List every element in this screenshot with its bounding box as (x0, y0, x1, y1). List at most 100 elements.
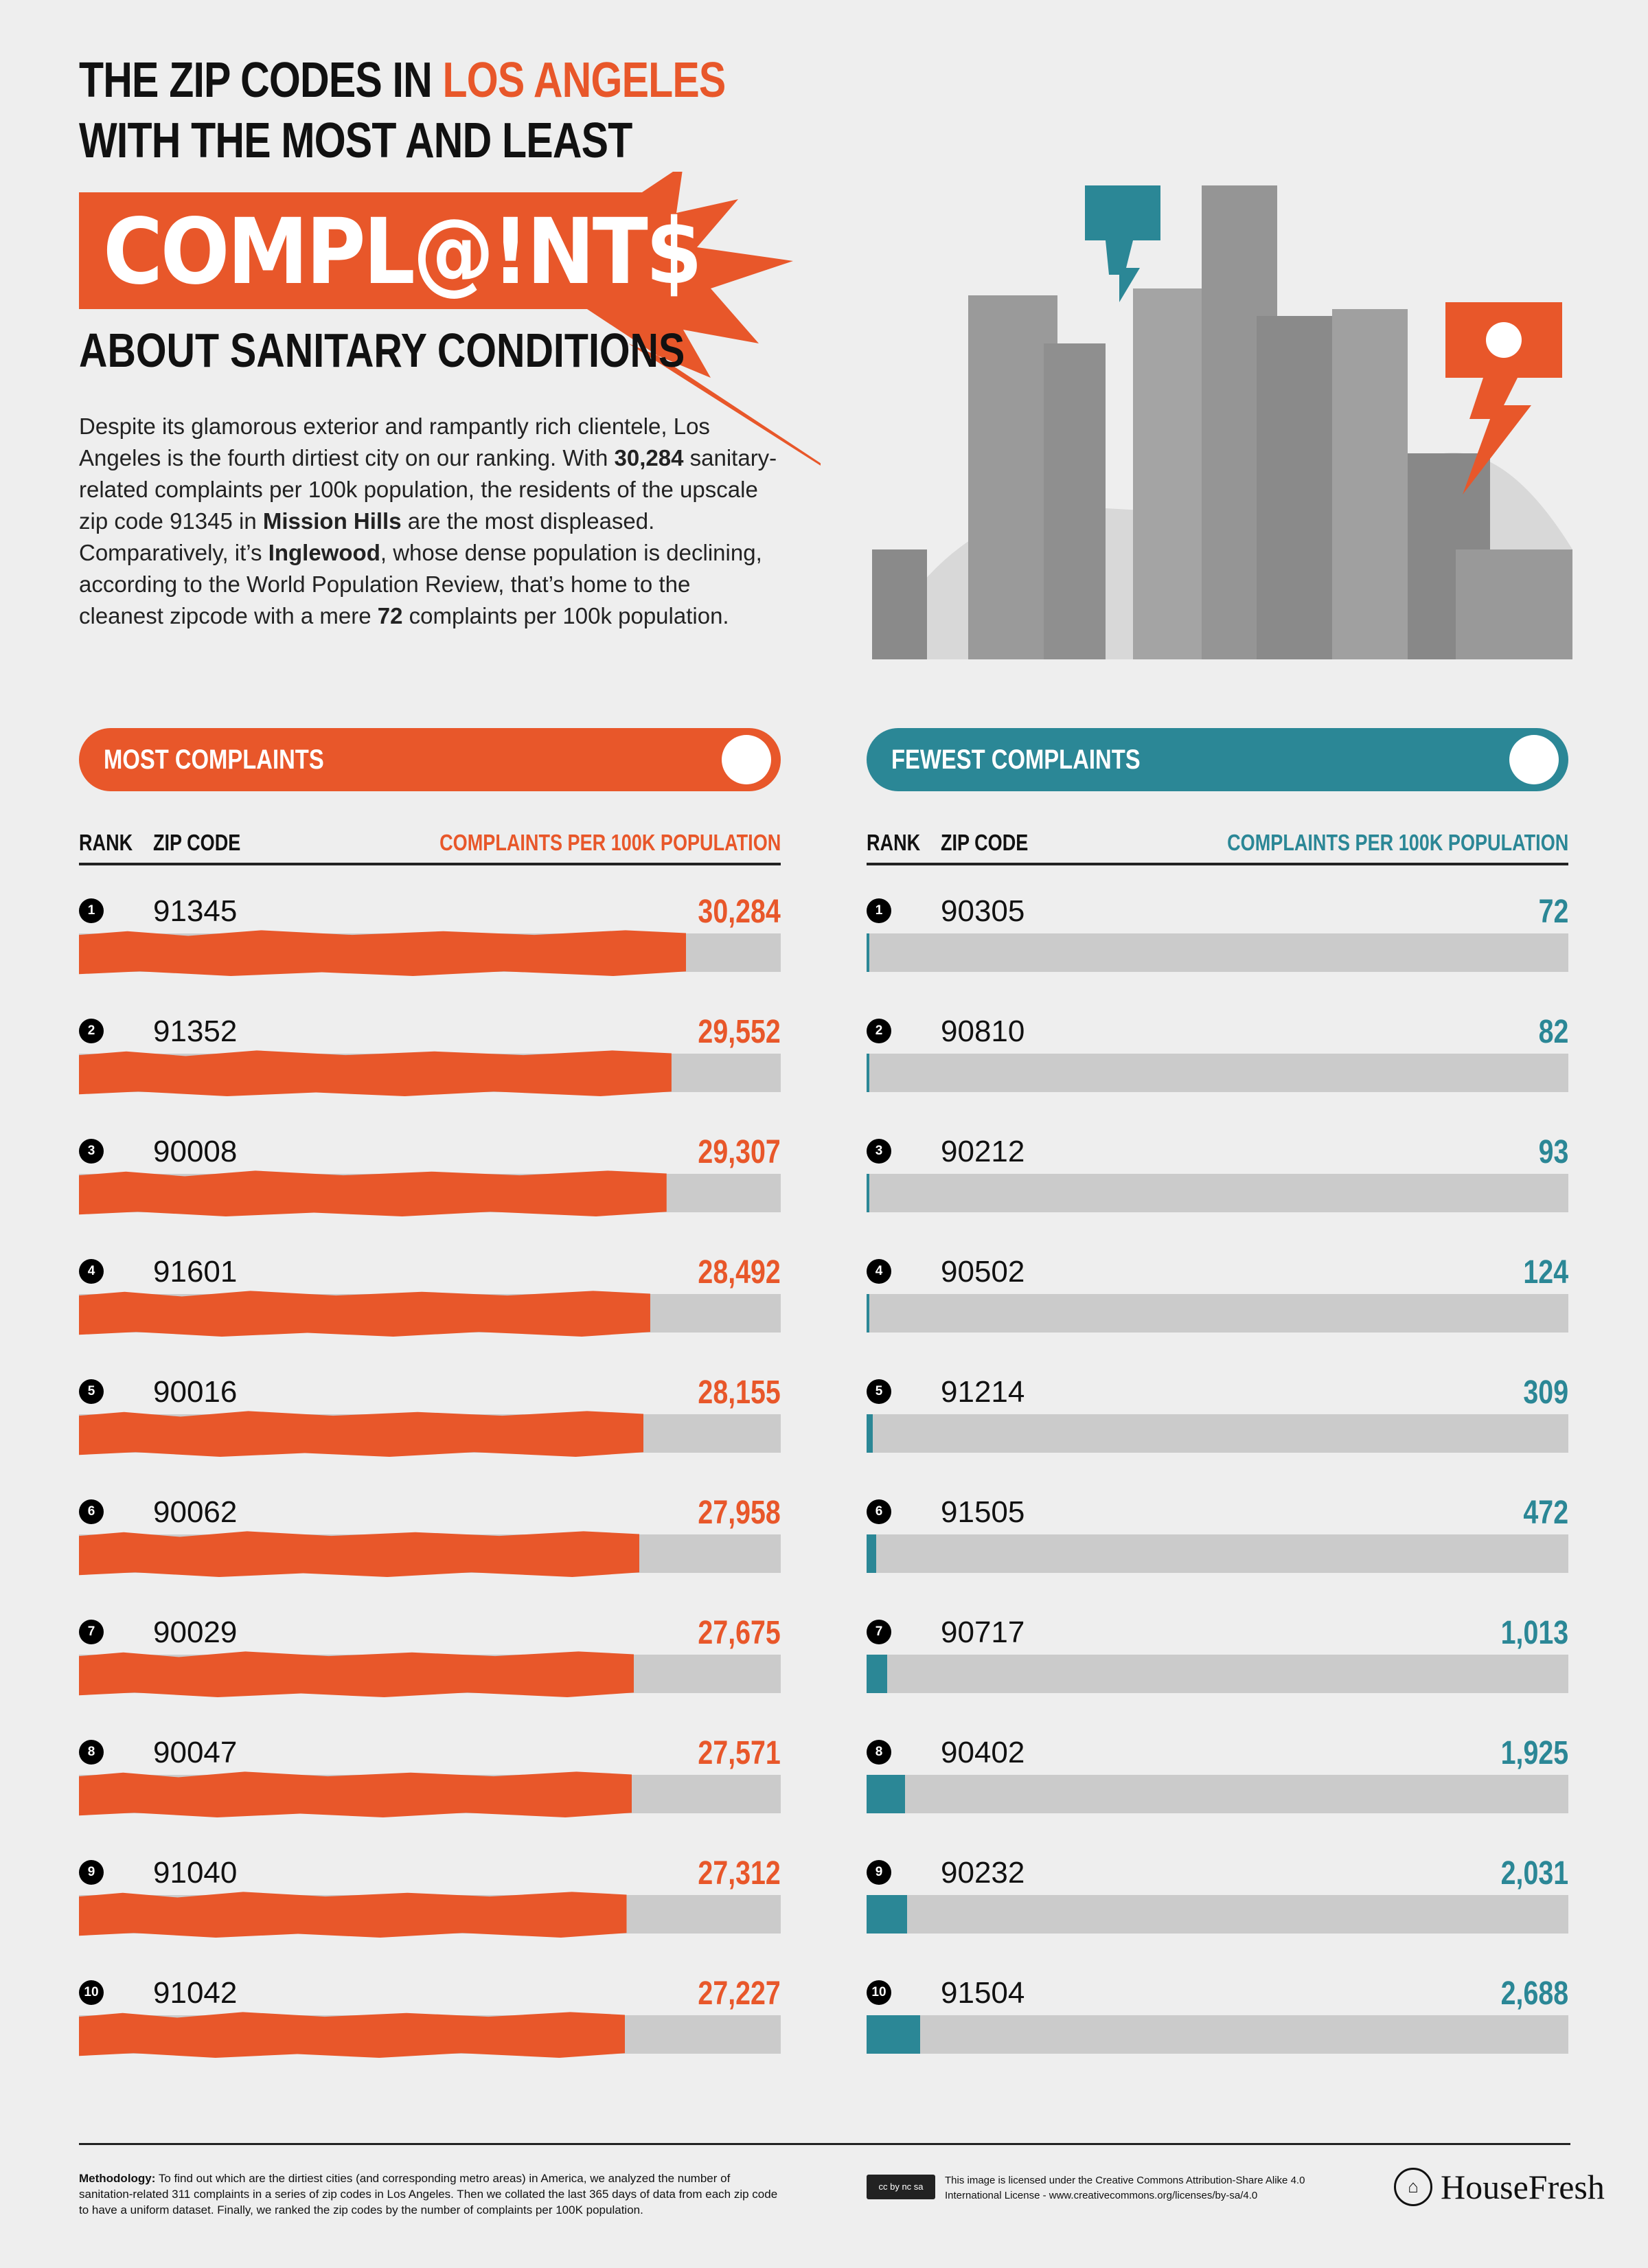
intro-paragraph: Despite its glamorous exterior and rampa… (79, 413, 777, 628)
complaint-value: 27,571 (698, 1735, 781, 1771)
complaint-value: 1,013 (1500, 1615, 1568, 1651)
zip-header: ZIP CODE (941, 830, 1029, 855)
rank-badge: 10 (867, 1980, 891, 2005)
table-row: 8 90402 1,925 (867, 1711, 1568, 1831)
zip-code: 91040 (153, 1856, 238, 1890)
bar-fill (79, 1411, 644, 1457)
rank-badge: 7 (867, 1620, 891, 1644)
complaint-value: 27,227 (698, 1975, 781, 2012)
complaint-value: 82 (1538, 1014, 1568, 1050)
table-row: 7 90717 1,013 (867, 1591, 1568, 1711)
table-row: 10 91504 2,688 (867, 1951, 1568, 2072)
rank-badge: 8 (867, 1740, 891, 1765)
zip-code: 91601 (153, 1255, 238, 1289)
complaint-value: 28,155 (698, 1374, 781, 1411)
bar-fill (79, 1892, 627, 1938)
bar-fill (867, 1534, 876, 1573)
bar-fill (79, 1170, 667, 1216)
title-line-1: THE ZIP CODES IN LOS ANGELES (79, 52, 726, 109)
table-row: 9 90232 2,031 (867, 1831, 1568, 1951)
fewest-complaints-panel: FEWEST COMPLAINTS RANK ZIP CODE COMPLAIN… (867, 728, 1568, 2072)
bar-fill (867, 1294, 870, 1333)
zip-code: 90232 (941, 1856, 1025, 1890)
rank-badge: 10 (79, 1980, 104, 2005)
zip-code: 90047 (153, 1736, 238, 1769)
zip-code: 90717 (941, 1615, 1025, 1649)
bar-track (867, 2015, 1568, 2054)
complaint-value: 28,492 (698, 1254, 781, 1291)
bar-fill (867, 2015, 921, 2054)
table-row: 1 90305 72 (867, 870, 1568, 990)
bar-fill (79, 1050, 672, 1096)
rank-badge: 8 (79, 1740, 104, 1765)
complaint-value: 1,925 (1500, 1735, 1568, 1771)
bar-fill (867, 1655, 887, 1693)
complaint-value: 27,675 (698, 1615, 781, 1651)
rank-badge: 2 (867, 1019, 891, 1043)
bar-track (867, 1294, 1568, 1333)
zip-code: 91214 (941, 1375, 1025, 1409)
bar-track (79, 2012, 781, 2058)
bar-fill (867, 1414, 873, 1453)
most-complaints-panel: MOST COMPLAINTS RANK ZIP CODE COMPLAINTS… (79, 728, 781, 2072)
rank-badge: 6 (79, 1499, 104, 1524)
table-row: 3 90212 93 (867, 1110, 1568, 1230)
house-icon: ⌂ (1394, 2168, 1432, 2206)
table-row: 10 91042 27,227 (79, 1951, 781, 2072)
speech-burst-icon (79, 172, 821, 466)
complaint-value: 29,552 (698, 1014, 781, 1050)
table-row: 2 91352 29,552 (79, 990, 781, 1110)
angry-face-icon (722, 735, 771, 784)
bar-track (79, 1170, 781, 1216)
title-line-3: ABOUT SANITARY CONDITIONS (79, 324, 685, 377)
rank-badge: 5 (79, 1379, 104, 1404)
bar-track (79, 930, 781, 976)
rank-badge: 3 (79, 1139, 104, 1164)
bar-fill (79, 1291, 650, 1337)
bar-fill (79, 1651, 634, 1697)
rank-badge: 1 (867, 898, 891, 923)
happy-face-icon (1509, 735, 1559, 784)
zip-code: 90810 (941, 1014, 1025, 1048)
rank-badge: 9 (867, 1860, 891, 1885)
zip-code: 90016 (153, 1375, 238, 1409)
zip-header: ZIP CODE (153, 830, 241, 855)
complaint-value: 2,031 (1500, 1855, 1568, 1892)
bar-fill (867, 1174, 870, 1212)
rank-badge: 9 (79, 1860, 104, 1885)
bar-fill (79, 930, 687, 976)
zip-code: 90402 (941, 1736, 1025, 1769)
complaint-value: 124 (1523, 1254, 1568, 1291)
bar-track (79, 1892, 781, 1938)
bar-track (867, 1775, 1568, 1813)
rank-badge: 2 (79, 1019, 104, 1043)
bar-fill (867, 1895, 908, 1934)
column-headers: RANK ZIP CODE COMPLAINTS PER 100K POPULA… (79, 824, 781, 865)
complaint-value: 27,312 (698, 1855, 781, 1892)
most-complaints-title: MOST COMPLAINTS (104, 745, 324, 775)
table-row: 1 91345 30,284 (79, 870, 781, 990)
zip-code: 91505 (941, 1495, 1025, 1529)
bar-track (867, 1414, 1568, 1453)
value-header: COMPLAINTS PER 100K POPULATION (1226, 830, 1568, 855)
table-row: 5 91214 309 (867, 1350, 1568, 1471)
bar-track (79, 1651, 781, 1697)
fewest-complaints-title: FEWEST COMPLAINTS (891, 745, 1141, 775)
zip-code: 91352 (153, 1014, 238, 1048)
complaint-value: 29,307 (698, 1134, 781, 1170)
bar-track (79, 1411, 781, 1457)
bar-track (79, 1291, 781, 1337)
table-row: 8 90047 27,571 (79, 1711, 781, 1831)
complaint-value: 30,284 (698, 894, 781, 930)
complaint-value: 309 (1523, 1374, 1568, 1411)
bar-track (79, 1531, 781, 1577)
footer-divider (79, 2143, 1570, 2145)
city-skyline-illustration (872, 185, 1572, 659)
bar-track (79, 1050, 781, 1096)
bar-track (867, 933, 1568, 972)
table-row: 9 91040 27,312 (79, 1831, 781, 1951)
housefresh-logo: ⌂ HouseFresh (1394, 2167, 1605, 2207)
bar-fill (867, 1775, 906, 1813)
table-row: 6 90062 27,958 (79, 1471, 781, 1591)
zip-code: 90502 (941, 1255, 1025, 1289)
